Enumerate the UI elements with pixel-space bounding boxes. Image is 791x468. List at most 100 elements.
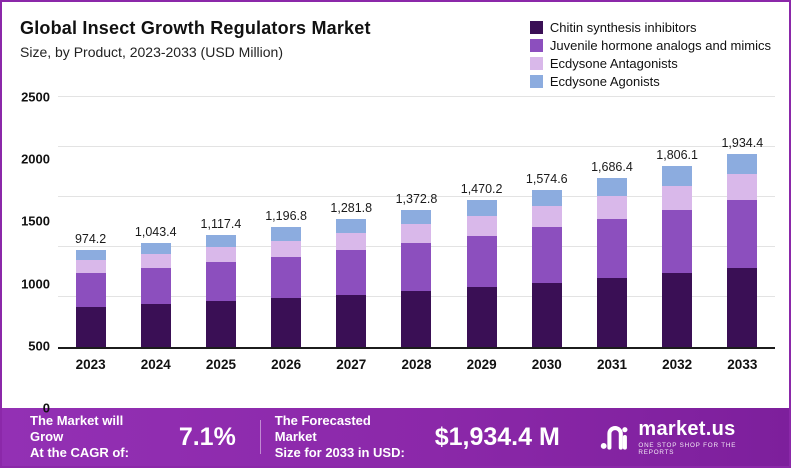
- y-axis: 0 500 1000 1500 2000 2500: [12, 90, 58, 416]
- legend-swatch-icon: [529, 57, 543, 70]
- bar-total-label: 1,470.2: [460, 181, 503, 196]
- legend-label: Juvenile hormone analogs and mimics: [549, 38, 771, 53]
- bar-2032: 1,806.1: [656, 97, 698, 347]
- bar-segment: [75, 307, 106, 347]
- bar-segment: [271, 240, 302, 257]
- bar-2033: 1,934.4: [721, 97, 763, 347]
- y-tick-label: 1000: [21, 276, 50, 292]
- bar-2030: 1,574.6: [526, 97, 568, 347]
- legend-swatch-icon: [529, 39, 543, 52]
- bar-segment: [466, 216, 497, 236]
- bar-total-label: 1,806.1: [656, 148, 698, 163]
- bar-2023: 974.2: [75, 97, 106, 347]
- cagr-label: The Market will Grow At the CAGR of:: [30, 412, 129, 461]
- bar-segment: [662, 185, 693, 211]
- bar-segment: [596, 178, 627, 197]
- brand-name: market.us: [638, 418, 736, 440]
- bar-segment: [401, 224, 432, 243]
- bar-segment: [205, 235, 236, 247]
- bar-segment: [662, 210, 693, 273]
- y-tick-label: 0: [42, 400, 50, 416]
- legend-label: Chitin synthesis inhibitors: [549, 20, 697, 35]
- bar-total-label: 1,372.8: [395, 191, 438, 206]
- bar-segment: [401, 291, 432, 347]
- page-title: Global Insect Growth Regulators Market: [20, 18, 371, 38]
- marketus-logo-icon: [600, 426, 628, 450]
- bar-segment: [271, 256, 302, 298]
- bar-segment: [401, 209, 432, 225]
- bar-segment: [596, 278, 627, 347]
- legend-item: Juvenile hormone analogs and mimics: [529, 38, 771, 53]
- chart-section: Global Insect Growth Regulators Market S…: [2, 2, 789, 416]
- bar-segment: [75, 260, 106, 273]
- gridline: [58, 96, 775, 97]
- legend-item: Ecdysone Agonists: [529, 74, 771, 89]
- bar-2029: 1,470.2: [461, 97, 502, 347]
- y-tick-label: 500: [28, 338, 50, 354]
- bar-segment: [662, 166, 693, 186]
- bar-total-label: 1,574.6: [525, 171, 568, 186]
- x-tick-label: 2028: [401, 357, 432, 372]
- bar-segment: [466, 286, 497, 347]
- x-tick-label: 2024: [140, 357, 171, 372]
- bar-2026: 1,196.8: [265, 97, 307, 347]
- bar-segment: [140, 304, 171, 347]
- bar-total-label: 1,117.4: [200, 217, 242, 232]
- legend-item: Ecdysone Antagonists: [529, 56, 771, 71]
- bar-segment: [531, 282, 562, 347]
- y-tick-label: 2000: [21, 151, 50, 167]
- forecast-value: $1,934.4 M: [434, 422, 560, 451]
- bar-segment: [271, 298, 302, 347]
- x-tick-label: 2029: [466, 357, 497, 372]
- x-tick-label: 2033: [727, 357, 758, 372]
- legend-swatch-icon: [529, 75, 543, 88]
- brand-text: market.us One Stop Shop For The Reports: [638, 418, 769, 456]
- bar-segment: [205, 247, 236, 262]
- banner-divider: [259, 420, 261, 454]
- plot-area: 974.2 1,043.4 1,117.4 1,196.8 1,281.8 1,372.8…: [58, 96, 775, 349]
- bar-segment: [140, 268, 171, 304]
- chart-header: Global Insect Growth Regulators Market S…: [12, 12, 775, 91]
- brand-tagline: One Stop Shop For The Reports: [638, 442, 737, 456]
- brand: market.us One Stop Shop For The Reports: [598, 418, 769, 456]
- x-tick-label: 2030: [531, 357, 562, 372]
- gridline: [58, 146, 775, 147]
- bar-segment: [271, 227, 302, 241]
- bar-total-label: 1,196.8: [265, 209, 307, 224]
- bar-segment: [531, 227, 562, 283]
- y-tick-label: 2500: [21, 89, 50, 105]
- x-axis: 2023 2024 2025 2026 2027 2028 2029 2030 2031 2032…: [58, 349, 775, 382]
- bar-segment: [205, 262, 236, 301]
- page-subtitle: Size, by Product, 2023-2033 (USD Million…: [20, 44, 284, 60]
- titles: Global Insect Growth Regulators Market S…: [20, 18, 371, 60]
- bar-2025: 1,117.4: [201, 97, 241, 347]
- legend-label: Ecdysone Antagonists: [549, 56, 678, 71]
- bar-total-label: 1,043.4: [134, 224, 177, 239]
- bar-segment: [727, 173, 758, 200]
- x-tick-label: 2026: [271, 357, 302, 372]
- x-tick-label: 2023: [75, 357, 106, 372]
- bar-segment: [466, 236, 497, 287]
- bar-segment: [336, 294, 367, 347]
- x-tick-label: 2032: [662, 357, 693, 372]
- bar-total-label: 1,686.4: [591, 160, 633, 175]
- bar-segment: [727, 267, 758, 347]
- bar-segment: [140, 242, 171, 254]
- x-tick-label: 2025: [205, 357, 236, 372]
- bar-segment: [75, 273, 106, 307]
- bar-2024: 1,043.4: [135, 97, 177, 347]
- bar-2028: 1,372.8: [396, 97, 437, 347]
- bar-segment: [596, 196, 627, 219]
- bar-segment: [466, 199, 497, 216]
- footer-banner: The Market will Grow At the CAGR of: 7.1…: [2, 408, 789, 466]
- plot-stack: 974.2 1,043.4 1,117.4 1,196.8 1,281.8 1,372.8…: [58, 96, 775, 408]
- legend-swatch-icon: [529, 21, 543, 34]
- bar-segment: [727, 200, 758, 268]
- bar-2027: 1,281.8: [330, 97, 372, 347]
- bar-2031: 1,686.4: [591, 97, 633, 347]
- bars: 974.2 1,043.4 1,117.4 1,196.8 1,281.8 1,372.8…: [58, 97, 775, 347]
- bar-total-label: 1,281.8: [330, 200, 373, 215]
- x-tick-label: 2031: [596, 357, 627, 372]
- y-tick-label: 1500: [21, 213, 50, 229]
